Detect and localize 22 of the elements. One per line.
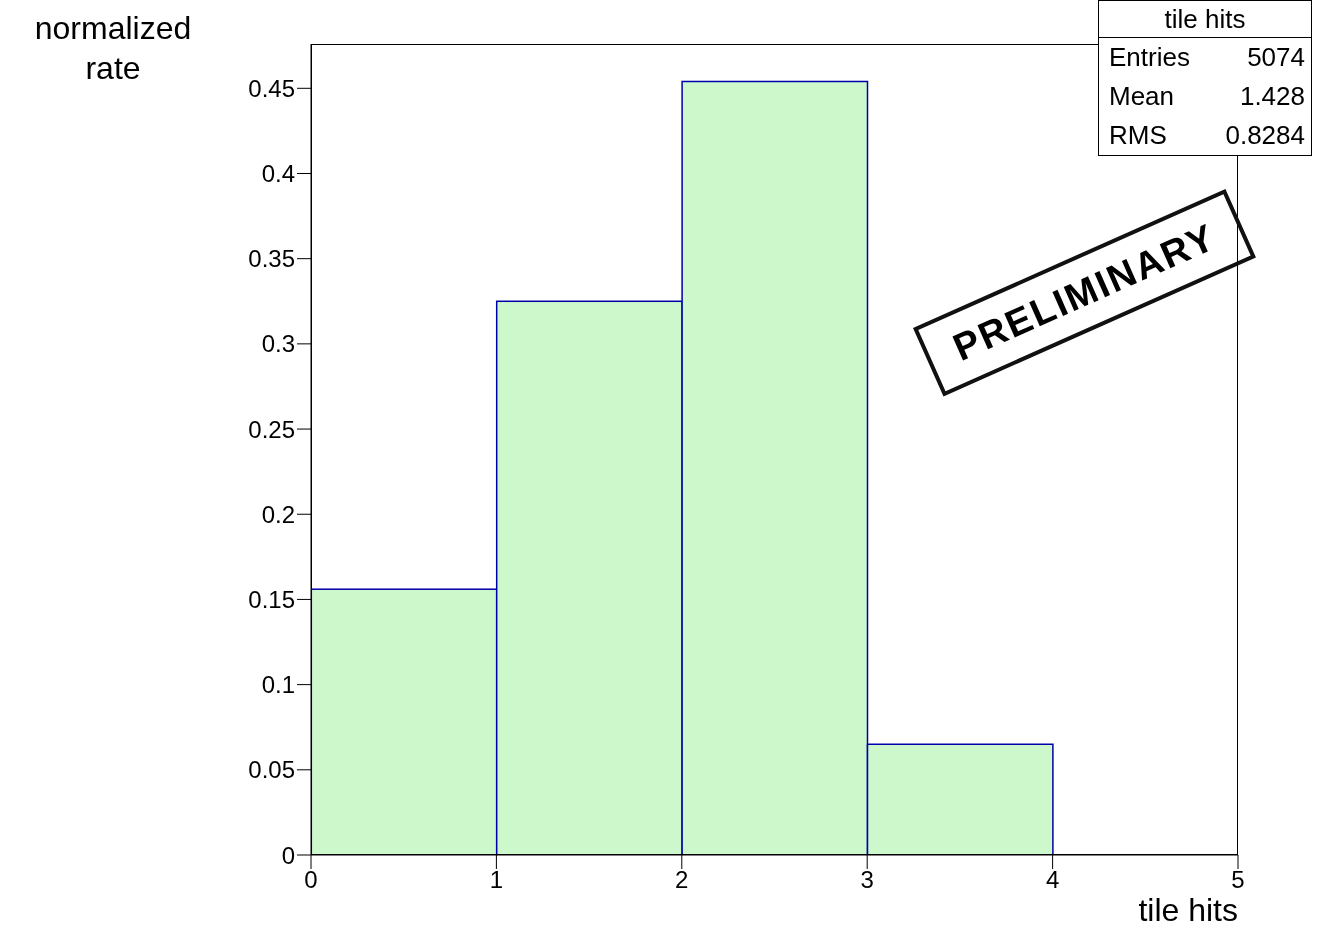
y-tick-label: 0.2 — [261, 500, 295, 528]
x-tick-label: 3 — [860, 866, 874, 894]
x-axis-title: tile hits — [1138, 892, 1238, 928]
y-axis-title: normalized rate — [33, 9, 193, 88]
text: Entries 5074 — [1109, 42, 1305, 72]
y-tick-label: 0 — [281, 841, 295, 869]
y-tick-label: 0.25 — [248, 415, 295, 443]
x-tick-label: 4 — [1045, 866, 1060, 894]
x-tick-label: 5 — [1231, 866, 1245, 894]
y-tick-label: 0.45 — [248, 74, 295, 102]
y-tick-label: 0.4 — [261, 160, 295, 188]
text: tile hits — [1099, 1, 1311, 38]
y-tick-label: 0.05 — [248, 756, 295, 784]
y-tick-label: 0.15 — [248, 585, 295, 613]
text: RMS 0.8284 — [1109, 120, 1305, 150]
y-tick-label: 0.1 — [261, 671, 295, 699]
text: Mean 1.428 — [1109, 81, 1305, 111]
x-tick-label: 1 — [489, 866, 504, 894]
y-tick-label: 0.35 — [248, 245, 295, 273]
x-tick-label: 0 — [304, 866, 318, 894]
y-tick-label: 0.3 — [261, 330, 295, 358]
x-tick-label: 2 — [675, 866, 689, 894]
